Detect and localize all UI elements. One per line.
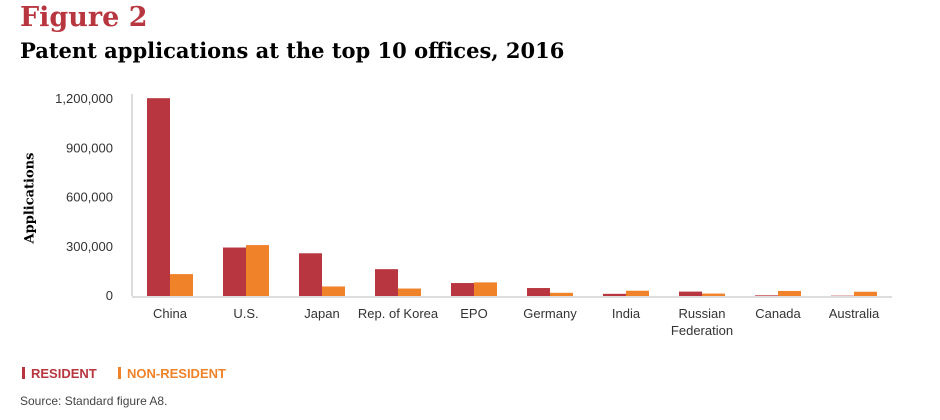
bar-non-resident — [170, 274, 193, 296]
bar-non-resident — [854, 291, 877, 296]
y-tick-label: 900,000 — [66, 140, 113, 155]
legend-item-resident: RESIDENT — [22, 366, 97, 381]
bar-resident — [299, 253, 322, 296]
x-tick-label: U.S. — [233, 306, 258, 321]
bar-resident — [679, 291, 702, 296]
chart-title: Patent applications at the top 10 office… — [20, 38, 565, 63]
source-note: Source: Standard figure A8. — [20, 394, 168, 408]
y-tick-label: 0 — [106, 288, 113, 303]
legend-swatch — [22, 367, 25, 379]
bar-non-resident — [778, 290, 801, 296]
x-tick-label: Australia — [829, 306, 880, 321]
bar-non-resident — [550, 292, 573, 296]
x-tick-label: Japan — [304, 306, 339, 321]
legend-item-non-resident: NON-RESIDENT — [118, 366, 226, 381]
bar-resident — [603, 293, 626, 296]
bar-non-resident — [702, 293, 725, 296]
bar-non-resident — [246, 245, 269, 296]
bar-resident — [223, 247, 246, 296]
x-tick-label: Germany — [523, 306, 577, 321]
x-tick-label: Russian — [679, 306, 726, 321]
bar-resident — [451, 283, 474, 296]
x-tick-label: Rep. of Korea — [358, 306, 439, 321]
bar-resident — [375, 269, 398, 296]
x-tick-label: Canada — [755, 306, 801, 321]
y-tick-label: 300,000 — [66, 239, 113, 254]
bar-non-resident — [626, 290, 649, 296]
bar-chart: 0 300,000 600,000 900,000 1,200,000 China U.S.… — [55, 91, 892, 338]
x-tick-label: China — [153, 306, 188, 321]
legend-label: RESIDENT — [31, 366, 97, 381]
bar-non-resident — [474, 282, 497, 296]
x-tick-label: Federation — [671, 323, 733, 338]
bar-resident — [527, 288, 550, 296]
legend-swatch — [118, 367, 121, 379]
bar-non-resident — [398, 288, 421, 296]
x-tick-label: India — [612, 306, 641, 321]
x-tick-label: EPO — [460, 306, 487, 321]
bar-non-resident — [322, 286, 345, 296]
bar-resident — [147, 98, 170, 297]
y-tick-label: 1,200,000 — [55, 91, 113, 106]
figure-label: Figure 2 — [20, 2, 148, 33]
y-tick-label: 600,000 — [66, 190, 113, 205]
legend-label: NON-RESIDENT — [127, 366, 226, 381]
bar-resident — [755, 295, 778, 297]
